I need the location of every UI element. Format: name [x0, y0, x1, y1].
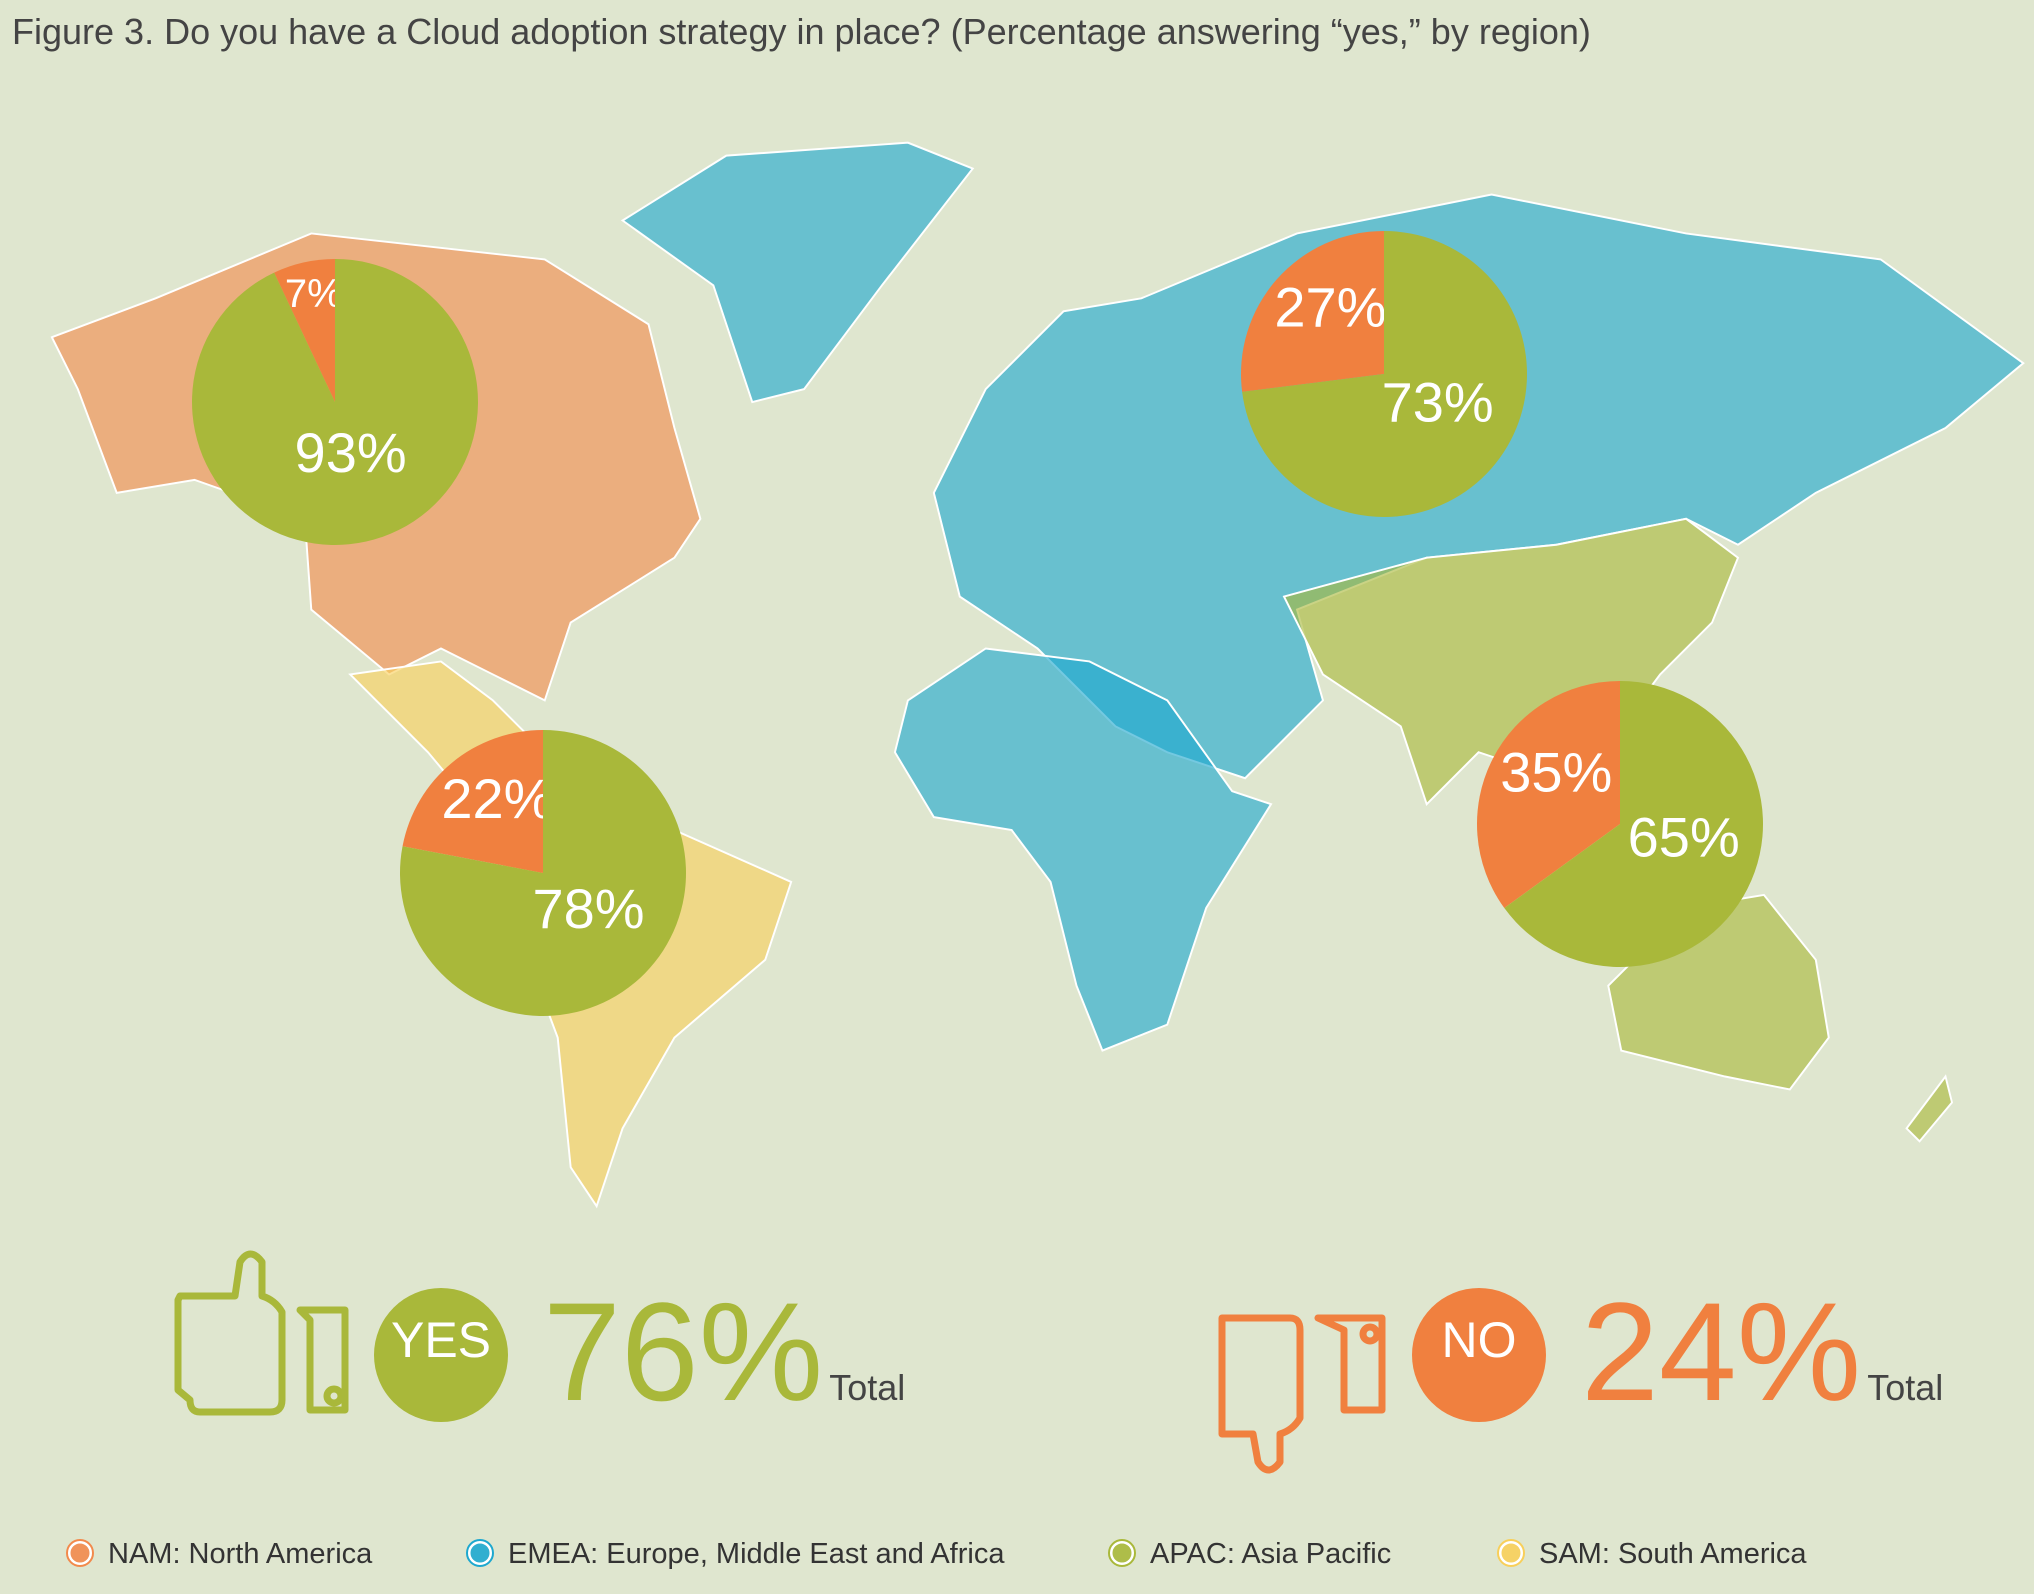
legend: NAM: North America EMEA: Europe, Middle E… — [66, 1538, 1807, 1570]
legend-swatch — [1109, 1540, 1135, 1566]
badge-label: NO — [1442, 1312, 1517, 1368]
map-region — [1905, 1074, 1954, 1143]
total-value: 24% — [1581, 1273, 1861, 1430]
pie-value-label: 78% — [533, 877, 645, 940]
pie-slice — [274, 259, 335, 402]
pie-value-label: 73% — [1382, 370, 1494, 433]
legend-swatch-ring — [1497, 1539, 1525, 1567]
pie-slice — [399, 730, 687, 1017]
total-note: Total — [829, 1367, 905, 1408]
total-value: 76% — [543, 1273, 823, 1430]
legend-label: APAC: Asia Pacific — [1150, 1538, 1391, 1570]
pie-chart: 22% 78% — [399, 730, 687, 1017]
pie-slice — [1242, 231, 1527, 517]
legend-swatch-ring — [1108, 1539, 1136, 1567]
pie-chart: 7% 93% — [192, 259, 479, 545]
legend-label: NAM: North America — [108, 1538, 373, 1570]
badge-circle — [1412, 1288, 1546, 1422]
map-region — [620, 141, 975, 404]
map-region — [893, 647, 1273, 1052]
badge-label: YES — [391, 1312, 491, 1368]
pie-value-label: 27% — [1274, 276, 1386, 339]
thumbs-up-icon — [174, 1250, 349, 1416]
legend-swatch-ring — [466, 1539, 494, 1567]
pie-slice — [192, 259, 479, 545]
total-note: Total — [1867, 1367, 1943, 1408]
legend-label: EMEA: Europe, Middle East and Africa — [508, 1538, 1005, 1570]
pie-slice — [1241, 231, 1384, 392]
pie-slice — [1504, 681, 1763, 968]
thumbs-down-icon — [1218, 1314, 1386, 1474]
legend-swatch — [467, 1540, 493, 1566]
badge-circle — [374, 1288, 508, 1422]
title: Figure 3. Do you have a Cloud adoption s… — [12, 11, 1591, 52]
legend-swatch-ring — [66, 1539, 94, 1567]
pie-value-label: 22% — [441, 767, 553, 830]
pie-value-label: 93% — [295, 421, 407, 484]
pie-slice — [402, 730, 543, 873]
pies: 7%93%27%73%22%78%35%65% — [192, 231, 1763, 1017]
pie-chart: 27%73% — [1241, 231, 1527, 517]
pie-chart: 35% 65% — [1477, 681, 1763, 968]
pie-value-label: 65% — [1628, 805, 1740, 868]
pie-slice — [1477, 681, 1620, 909]
legend-swatch — [1498, 1540, 1524, 1566]
legend-swatch — [67, 1540, 93, 1566]
legend-label: SAM: South America — [1539, 1538, 1807, 1570]
pie-value-label: 7% — [285, 272, 343, 316]
pie-value-label: 35% — [1500, 741, 1612, 804]
